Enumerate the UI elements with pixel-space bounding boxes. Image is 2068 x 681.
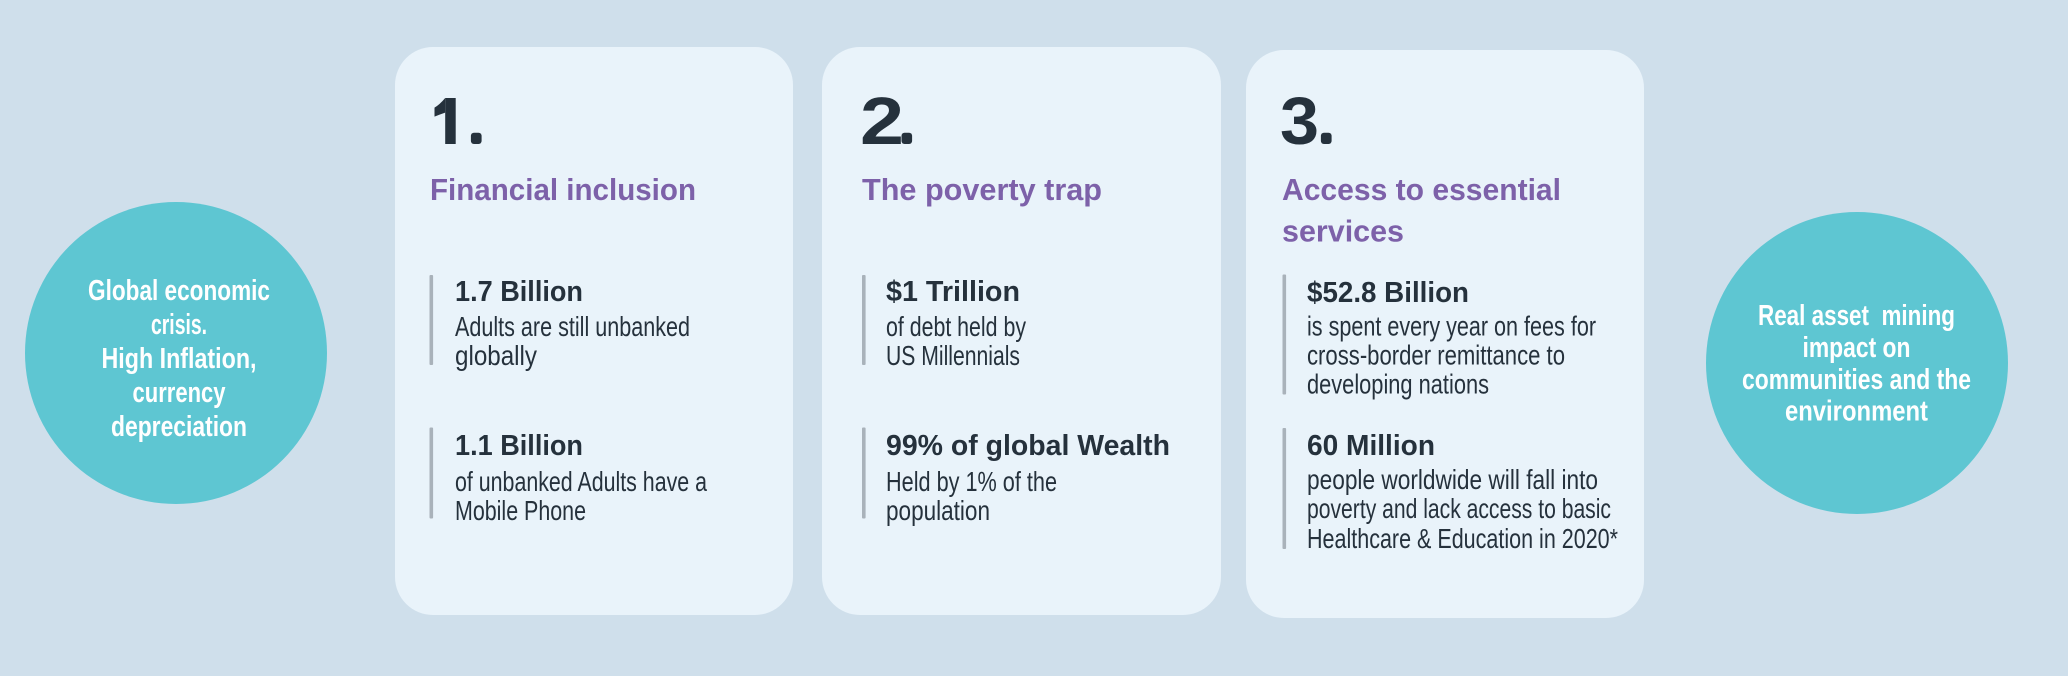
svg-text:Adults are still unbanked: Adults are still unbanked [455,311,690,342]
svg-text:services: services [1282,214,1404,249]
svg-text:Held by 1% of the: Held by 1% of the [886,466,1057,497]
svg-text:Financial inclusion: Financial inclusion [430,172,696,207]
svg-text:environment: environment [1785,396,1928,428]
svg-text:Global economic: Global economic [88,275,270,307]
svg-text:2: 2 [860,84,904,159]
svg-text:crisis.: crisis. [151,309,207,341]
svg-text:is spent every year on fees fo: is spent every year on fees for [1307,311,1596,342]
svg-text:of unbanked Adults have a: of unbanked Adults have a [455,466,707,497]
svg-text:of debt held by: of debt held by [886,311,1026,342]
svg-text:$1 Trillion: $1 Trillion [886,276,1020,308]
svg-text:communities and the: communities and the [1742,364,1971,396]
svg-text:Real asset mining: Real asset mining [1758,300,1955,332]
svg-text:3: 3 [1280,84,1319,159]
svg-text:Healthcare & Education in 2020: Healthcare & Education in 2020* [1307,523,1618,554]
svg-text:High Inflation,: High Inflation, [102,343,257,375]
svg-text:population: population [886,495,990,526]
svg-text:$52.8 Billion: $52.8 Billion [1307,277,1469,309]
svg-text:impact on: impact on [1803,332,1911,364]
svg-text:1.7 Billion: 1.7 Billion [455,276,583,308]
svg-text:cross-border remittance to: cross-border remittance to [1307,340,1565,371]
svg-text:Access to essential: Access to essential [1282,172,1561,207]
svg-text:currency: currency [133,377,226,409]
svg-text:US Millennials: US Millennials [886,340,1020,371]
svg-text:people worldwide will fall int: people worldwide will fall into [1307,464,1598,495]
svg-text:globally: globally [455,340,537,371]
svg-text:poverty and lack access to bas: poverty and lack access to basic [1307,493,1611,524]
svg-text:99% of global Wealth: 99% of global Wealth [886,430,1170,462]
svg-text:1.1 Billion: 1.1 Billion [455,430,583,462]
svg-text:60 Million: 60 Million [1307,430,1435,462]
svg-text:depreciation: depreciation [111,411,247,443]
svg-text:The poverty trap: The poverty trap [862,172,1102,207]
svg-text:developing nations: developing nations [1307,369,1489,400]
svg-text:Mobile Phone: Mobile Phone [455,495,586,526]
